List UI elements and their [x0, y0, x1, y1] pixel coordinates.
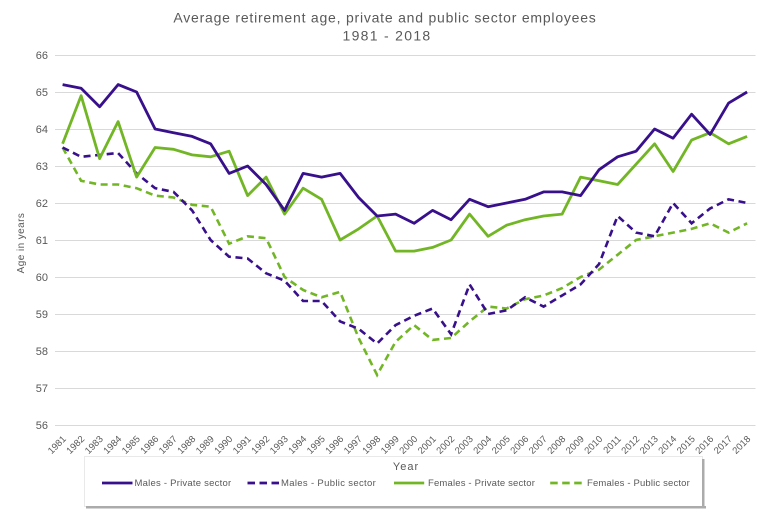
- svg-text:1992: 1992: [249, 434, 272, 457]
- svg-text:61: 61: [36, 235, 48, 247]
- svg-text:1995: 1995: [305, 434, 328, 457]
- svg-text:2005: 2005: [490, 434, 513, 457]
- svg-text:2015: 2015: [675, 434, 698, 457]
- svg-text:1991: 1991: [231, 434, 254, 457]
- svg-text:1981 - 2018: 1981 - 2018: [342, 28, 431, 44]
- svg-text:2011: 2011: [601, 434, 623, 456]
- svg-text:2010: 2010: [582, 434, 605, 457]
- svg-text:57: 57: [36, 383, 48, 395]
- svg-text:Age in years: Age in years: [16, 213, 27, 274]
- svg-text:Average retirement age, privat: Average retirement age, private and publ…: [173, 10, 596, 26]
- svg-text:1997: 1997: [342, 434, 365, 457]
- svg-text:2014: 2014: [656, 434, 679, 457]
- svg-text:62: 62: [36, 198, 48, 210]
- svg-text:2004: 2004: [471, 434, 494, 457]
- svg-text:1996: 1996: [323, 434, 346, 457]
- svg-text:1993: 1993: [268, 434, 291, 457]
- svg-text:1984: 1984: [101, 434, 124, 457]
- svg-text:1981: 1981: [46, 434, 69, 457]
- svg-text:Males - Public sector: Males - Public sector: [281, 478, 376, 489]
- svg-text:2003: 2003: [453, 434, 476, 457]
- svg-text:65: 65: [36, 87, 48, 99]
- svg-text:1989: 1989: [194, 434, 217, 457]
- svg-text:2016: 2016: [693, 434, 716, 457]
- svg-text:2013: 2013: [638, 434, 661, 457]
- svg-text:1987: 1987: [157, 434, 180, 457]
- svg-text:2006: 2006: [508, 434, 531, 457]
- svg-text:1999: 1999: [379, 434, 402, 457]
- svg-text:2018: 2018: [730, 434, 753, 457]
- svg-text:1986: 1986: [138, 434, 161, 457]
- svg-text:1983: 1983: [83, 434, 106, 457]
- svg-text:2009: 2009: [564, 434, 587, 457]
- svg-text:1994: 1994: [286, 434, 309, 457]
- svg-text:2012: 2012: [619, 434, 642, 457]
- svg-text:66: 66: [36, 50, 48, 62]
- svg-text:1988: 1988: [175, 434, 198, 457]
- svg-text:60: 60: [36, 272, 48, 284]
- svg-text:1982: 1982: [64, 434, 87, 457]
- svg-text:59: 59: [36, 309, 48, 321]
- svg-text:2002: 2002: [434, 434, 457, 457]
- svg-text:Females - Public sector: Females - Public sector: [587, 478, 690, 489]
- svg-text:2017: 2017: [712, 434, 735, 457]
- svg-text:56: 56: [36, 420, 48, 432]
- svg-text:1998: 1998: [360, 434, 383, 457]
- svg-text:2008: 2008: [545, 434, 568, 457]
- svg-text:2000: 2000: [397, 434, 420, 457]
- svg-text:2007: 2007: [527, 434, 550, 457]
- svg-text:Males - Private sector: Males - Private sector: [135, 478, 232, 489]
- svg-text:Females - Private sector: Females - Private sector: [428, 478, 535, 489]
- svg-text:63: 63: [36, 161, 48, 173]
- svg-text:1985: 1985: [120, 434, 143, 457]
- svg-text:64: 64: [36, 124, 48, 136]
- svg-text:2001: 2001: [416, 434, 439, 457]
- svg-text:1990: 1990: [212, 434, 235, 457]
- svg-text:Year: Year: [393, 461, 419, 473]
- svg-text:58: 58: [36, 346, 48, 358]
